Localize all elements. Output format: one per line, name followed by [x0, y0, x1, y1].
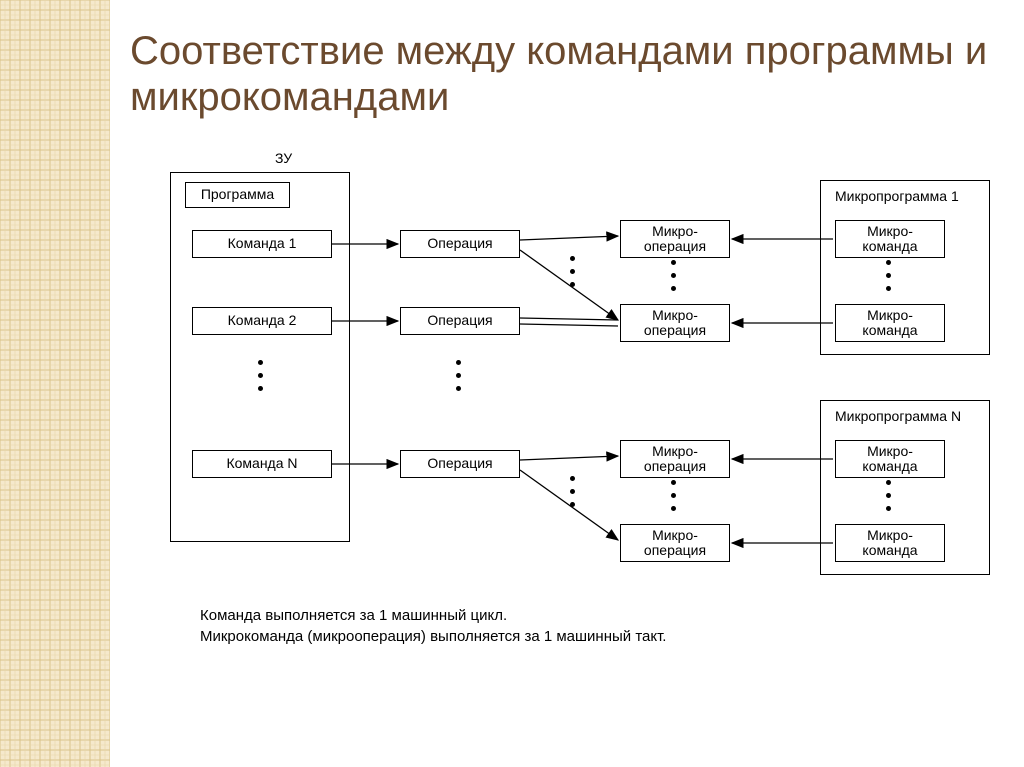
microcmd-1b: Микро-команда — [835, 304, 945, 342]
cmdN-box: Команда N — [192, 450, 332, 478]
op1-box: Операция — [400, 230, 520, 258]
opN-box: Операция — [400, 450, 520, 478]
slide-title: Соответствие между командами программы и… — [130, 28, 1024, 120]
dots-mo1 — [570, 256, 575, 287]
zu-label: ЗУ — [275, 150, 292, 166]
microop-Na: Микро-операция — [620, 440, 730, 478]
dots-mo1b — [671, 260, 676, 291]
microcmd-Nb: Микро-команда — [835, 524, 945, 562]
microop-1b: Микро-операция — [620, 304, 730, 342]
dots-mc1 — [886, 260, 891, 291]
diagram: ЗУ Программа Команда 1 Команда 2 Команда… — [120, 150, 1000, 730]
program-box: Программа — [185, 182, 290, 208]
microop-1a: Микро-операция — [620, 220, 730, 258]
microcmd-Na: Микро-команда — [835, 440, 945, 478]
cmd1-box: Команда 1 — [192, 230, 332, 258]
cmd2-box: Команда 2 — [192, 307, 332, 335]
dots-cmd — [258, 360, 263, 391]
caption: Команда выполняется за 1 машинный цикл.М… — [200, 605, 666, 647]
mpN-label: Микропрограмма N — [835, 408, 975, 428]
slide: Соответствие между командами программы и… — [0, 0, 1024, 767]
dots-op — [456, 360, 461, 391]
microop-Nb: Микро-операция — [620, 524, 730, 562]
zu-box — [170, 172, 350, 542]
microcmd-1a: Микро-команда — [835, 220, 945, 258]
dots-mcN — [886, 480, 891, 511]
dots-moN — [570, 476, 575, 507]
mp1-label: Микропрограмма 1 — [835, 188, 975, 208]
dots-moNb — [671, 480, 676, 511]
sidebar-decoration — [0, 0, 110, 767]
op2-box: Операция — [400, 307, 520, 335]
